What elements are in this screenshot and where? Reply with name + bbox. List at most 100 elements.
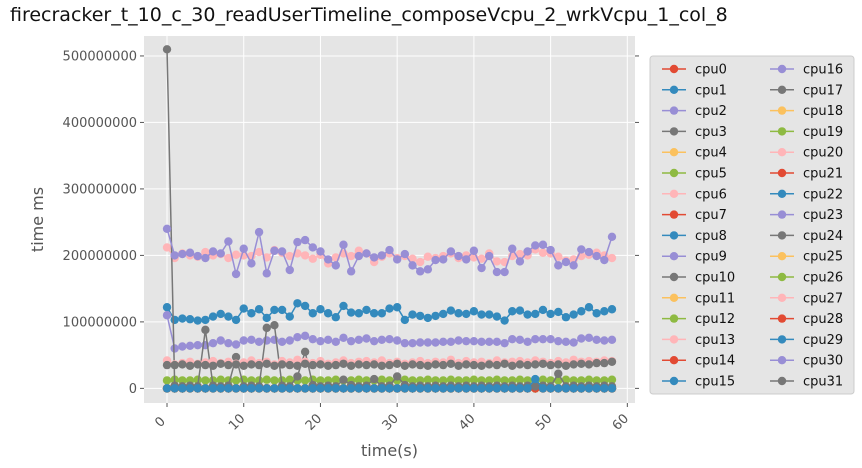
data-point (346, 251, 356, 261)
data-point (339, 375, 348, 384)
legend-label: cpu3 (695, 125, 727, 140)
data-point (316, 376, 325, 385)
data-point (515, 335, 525, 345)
data-point (201, 384, 210, 393)
legend-item-cpu16: cpu16 (770, 63, 843, 78)
data-point (208, 312, 218, 321)
data-point (369, 336, 379, 346)
data-point (185, 384, 195, 393)
y-tick-label: 500000000 (63, 49, 137, 64)
data-point (231, 315, 241, 325)
data-point (423, 375, 433, 384)
data-point (254, 384, 264, 393)
data-point (415, 257, 425, 267)
data-point (454, 251, 463, 261)
data-point (300, 301, 310, 311)
data-point (285, 265, 294, 275)
data-point (162, 224, 172, 234)
data-point (339, 240, 348, 249)
data-point (300, 251, 310, 260)
data-point (316, 384, 325, 393)
legend-label: cpu9 (695, 250, 727, 265)
data-point (446, 375, 456, 384)
data-point (561, 313, 571, 322)
data-point (354, 251, 364, 261)
data-point (277, 337, 287, 347)
data-point (239, 361, 248, 370)
data-point (377, 384, 387, 393)
data-point (485, 376, 494, 385)
legend-label: cpu4 (695, 146, 727, 161)
data-point (247, 335, 256, 345)
legend-item-cpu19: cpu19 (770, 125, 843, 140)
legend-label: cpu19 (803, 125, 843, 140)
data-point (362, 334, 371, 343)
data-point (262, 375, 271, 384)
data-point (607, 357, 617, 366)
legend-label: cpu20 (803, 146, 843, 161)
legend-item-cpu26: cpu26 (770, 271, 843, 286)
data-point (600, 336, 609, 345)
data-point (239, 336, 248, 345)
legend-item-cpu25: cpu25 (770, 250, 843, 265)
data-point (254, 305, 264, 314)
series-cpu22 (162, 299, 617, 325)
data-point (500, 384, 509, 393)
data-point (262, 323, 271, 333)
data-point (170, 315, 179, 325)
data-point (193, 340, 202, 350)
series-cpu31 (162, 357, 617, 370)
data-point (423, 252, 433, 261)
data-point (408, 360, 417, 369)
data-point (577, 307, 586, 316)
legend-item-cpu9: cpu9 (662, 250, 727, 265)
data-point (600, 358, 609, 368)
legend-item-cpu31: cpu31 (770, 375, 843, 390)
data-point (492, 267, 502, 277)
legend-marker (669, 335, 679, 344)
legend-item-cpu23: cpu23 (770, 208, 843, 223)
data-point (285, 360, 294, 370)
data-point (193, 384, 202, 393)
series-cpu30 (162, 224, 617, 279)
data-point (300, 376, 310, 385)
data-point (178, 376, 187, 385)
legend-label: cpu17 (803, 83, 843, 98)
data-point (300, 235, 310, 245)
data-point (469, 246, 479, 255)
legend-label: cpu1 (695, 83, 727, 98)
plot-area (144, 36, 635, 403)
data-point (277, 305, 287, 315)
legend-marker (777, 314, 787, 323)
data-point (346, 308, 356, 317)
data-point (400, 249, 410, 259)
data-point (216, 359, 225, 368)
data-point (538, 334, 548, 344)
legend-marker (777, 293, 787, 302)
data-point (561, 384, 571, 393)
data-point (170, 384, 179, 393)
data-point (231, 352, 241, 362)
data-point (339, 301, 348, 311)
legend-marker (669, 64, 679, 74)
data-point (561, 257, 571, 267)
data-point (400, 384, 410, 393)
data-point (362, 249, 371, 258)
data-point (423, 361, 433, 370)
legend-marker (669, 272, 679, 282)
data-point (316, 360, 325, 369)
data-point (262, 384, 271, 393)
data-point (392, 255, 402, 264)
data-point (546, 245, 555, 255)
data-point (485, 384, 494, 393)
data-point (354, 384, 364, 393)
data-point (392, 336, 402, 345)
legend-marker (777, 148, 787, 157)
data-point (323, 309, 333, 318)
data-point (446, 337, 456, 347)
data-point (262, 269, 271, 278)
data-point (231, 269, 241, 279)
data-point (446, 247, 456, 256)
y-tick-label: 300000000 (63, 182, 137, 197)
y-tick-label: 0 (129, 382, 137, 397)
